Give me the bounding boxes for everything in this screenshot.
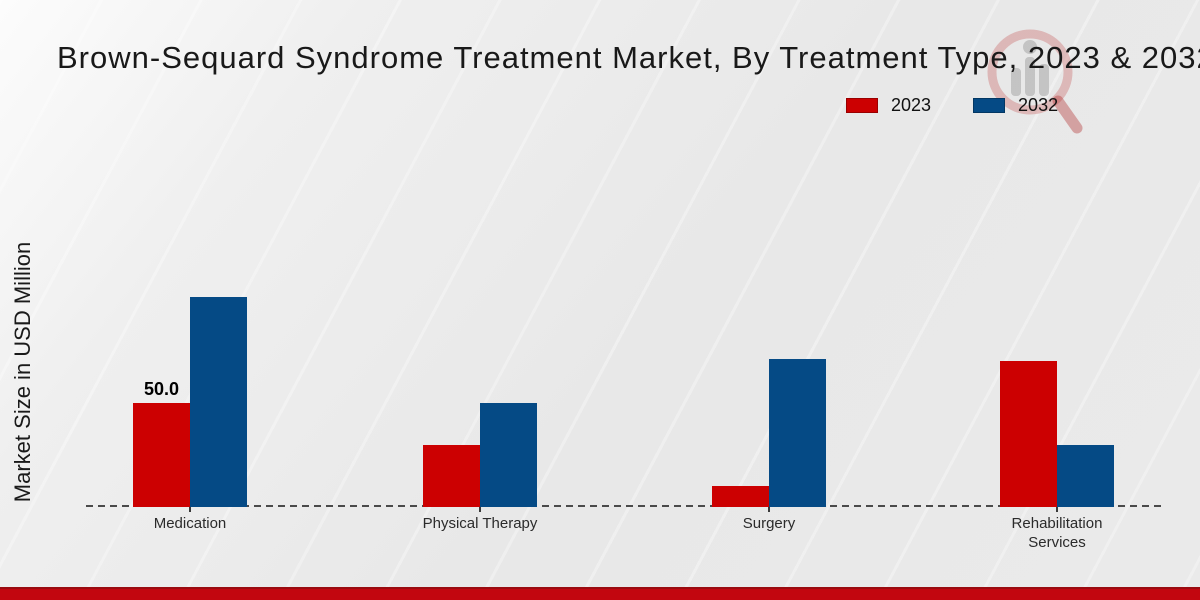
bar-2032-physical-therapy — [480, 403, 537, 507]
bar-2032-surgery — [769, 359, 826, 507]
category-label-surgery: Surgery — [742, 515, 796, 532]
x-axis-tick-physical-therapy — [479, 507, 481, 512]
x-axis-tick-surgery — [768, 507, 770, 512]
x-axis-tick-medication — [189, 507, 191, 512]
bar-2023-surgery — [712, 486, 769, 507]
x-axis-dashed-baseline — [86, 505, 1165, 507]
category-label-rehabilitation-services: Rehabilitation Services — [1011, 515, 1103, 551]
bar-2023-physical-therapy — [423, 445, 480, 507]
bar-2023-medication — [133, 403, 190, 507]
footer-accent-strip — [0, 587, 1200, 600]
legend-item-2032: 2032 — [973, 95, 1058, 116]
legend-item-2023: 2023 — [846, 95, 931, 116]
legend-label-2023: 2023 — [891, 95, 932, 115]
category-label-physical-therapy: Physical Therapy — [422, 515, 538, 532]
category-label-medication: Medication — [153, 515, 227, 532]
bar-2032-rehabilitation-services — [1057, 445, 1114, 507]
x-axis-tick-rehabilitation-services — [1056, 507, 1058, 512]
bar-2023-rehabilitation-services — [1000, 361, 1057, 507]
legend-swatch-2023 — [846, 98, 878, 113]
magnifier-bar-chart-logo-icon — [987, 29, 1083, 134]
bar-2032-medication — [190, 297, 247, 507]
chart-title: Brown-Sequard Syndrome Treatment Market,… — [57, 40, 1200, 75]
legend-label-2032: 2032 — [1018, 95, 1059, 115]
legend: 2023 2032 — [846, 95, 1058, 116]
legend-swatch-2032 — [973, 98, 1006, 113]
bar-value-label-2023-medication: 50.0 — [143, 379, 180, 399]
